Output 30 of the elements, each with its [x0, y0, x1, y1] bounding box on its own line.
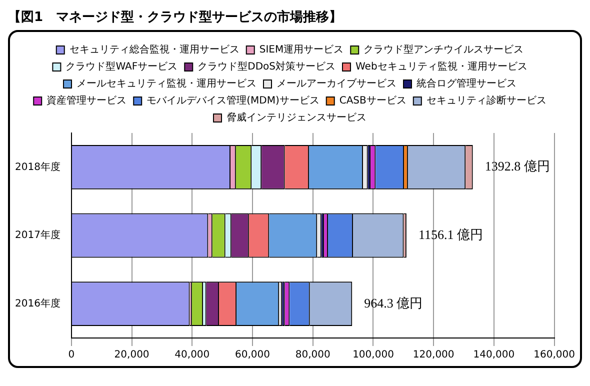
annotation: 1156.1 億円: [418, 226, 483, 242]
x-tick-label: 0: [68, 350, 75, 361]
legend-label: CASBサービス: [339, 96, 406, 107]
legend-label: SIEM運用サービス: [259, 44, 344, 56]
legend-label: クラウド型DDoS対策サービス: [198, 60, 336, 73]
x-tick-label: 120,000: [412, 350, 454, 361]
chart-title: 【図1 マネージド型・クラウド型サービスの市場推移】: [8, 8, 344, 26]
x-tick-label: 20,000: [114, 350, 150, 361]
legend-label: メールアーカイブサービス: [276, 78, 396, 90]
legend-label: 資産管理サービス: [46, 94, 127, 107]
legend-label: セキュリティ診断サービス: [426, 94, 546, 107]
x-tick-label: 60,000: [235, 350, 270, 361]
legend-label: モバイルデバイス管理(MDM)サービス: [146, 96, 320, 107]
legend-label: セキュリティ総合監視・運用サービス: [69, 44, 240, 56]
x-tick-label: 80,000: [295, 350, 330, 361]
x-tick-label: 160,000: [534, 350, 576, 361]
y-tick-label: 2018年度: [14, 160, 60, 173]
x-tick-label: 40,000: [174, 350, 210, 361]
annotation: 964.3 億円: [364, 295, 423, 310]
x-tick-label: 140,000: [473, 350, 515, 361]
x-tick-label: 100,000: [352, 350, 394, 361]
legend-label: クラウド型アンチウイルスサービス: [364, 44, 524, 56]
annotation: 1392.8 億円: [484, 158, 550, 174]
legend-label: 脅威インテリジェンスサービス: [226, 112, 366, 124]
legend-label: Webセキュリティ監視・運用サービス: [356, 60, 528, 73]
legend-label: クラウド型WAFサービス: [66, 60, 178, 73]
legend-label: 統合ログ管理サービス: [416, 78, 516, 90]
y-tick-label: 2017年度: [14, 229, 60, 242]
legend-label: メールセキュリティ監視・運用サービス: [76, 78, 256, 90]
y-tick-label: 2016年度: [14, 297, 60, 310]
